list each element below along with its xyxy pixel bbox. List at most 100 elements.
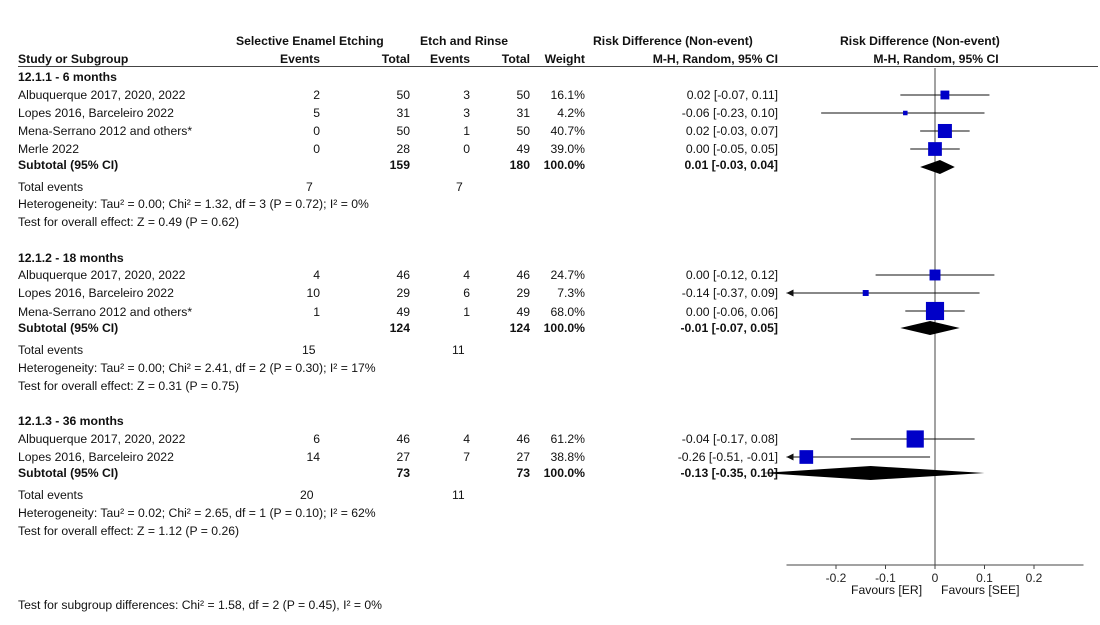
events2: 0 — [463, 142, 470, 156]
subtotal-diamond — [761, 466, 985, 480]
total2-header: Total — [501, 52, 530, 66]
study-marker — [906, 430, 924, 448]
plot-method-header: M-H, Random, 95% CI — [873, 52, 999, 66]
subtotal-diamond — [920, 160, 955, 174]
x-tick-label: -0.2 — [826, 571, 847, 585]
total-events-label: Total events — [18, 180, 84, 194]
subtotal-label: Subtotal (95% CI) — [18, 466, 119, 480]
total1: 28 — [396, 142, 410, 156]
total-events1: 15 — [302, 343, 316, 357]
events2: 4 — [463, 432, 470, 446]
study-name: Lopes 2016, Barceleiro 2022 — [18, 106, 174, 120]
total1-header: Total — [381, 52, 410, 66]
effect-ci: 0.02 [-0.03, 0.07] — [685, 124, 778, 138]
events2: 3 — [463, 106, 470, 120]
study-name: Albuquerque 2017, 2020, 2022 — [18, 268, 186, 282]
total1: 46 — [396, 268, 410, 282]
subtotal-weight: 100.0% — [543, 158, 585, 172]
subgroup-differences-text: Test for subgroup differences: Chi² = 1.… — [18, 598, 383, 612]
subtotal-label: Subtotal (95% CI) — [18, 321, 119, 335]
effect-ci: -0.04 [-0.17, 0.08] — [681, 432, 778, 446]
subgroup-title: 12.1.1 - 6 months — [18, 70, 117, 84]
favours-left-label: Favours [ER] — [851, 583, 923, 597]
study-name: Lopes 2016, Barceleiro 2022 — [18, 450, 174, 464]
total2: 29 — [516, 286, 530, 300]
subtotal-weight: 100.0% — [543, 321, 585, 335]
events2: 1 — [463, 124, 470, 138]
study-marker — [928, 142, 942, 156]
total2: 46 — [516, 268, 530, 282]
weight: 40.7% — [550, 124, 585, 138]
effect-ci: 0.02 [-0.07, 0.11] — [686, 88, 778, 102]
study-name: Albuquerque 2017, 2020, 2022 — [18, 88, 186, 102]
weight: 16.1% — [550, 88, 585, 102]
weight-header: Weight — [544, 52, 585, 66]
events2: 6 — [463, 286, 470, 300]
effect-ci: -0.06 [-0.23, 0.10] — [681, 106, 778, 120]
events1: 1 — [313, 305, 320, 319]
events2: 4 — [463, 268, 470, 282]
subtotal-total1: 124 — [389, 321, 410, 335]
total-events-label: Total events — [18, 488, 84, 502]
events1: 6 — [313, 432, 320, 446]
heterogeneity-text: Heterogeneity: Tau² = 0.00; Chi² = 1.32,… — [18, 197, 369, 211]
group2-header: Etch and Rinse — [420, 34, 509, 48]
subtotal-total2: 124 — [509, 321, 530, 335]
study-marker — [903, 110, 908, 116]
overall-effect-text: Test for overall effect: Z = 0.49 (P = 0… — [18, 215, 240, 229]
study-marker — [937, 123, 952, 139]
events2: 3 — [463, 88, 470, 102]
weight: 38.8% — [550, 450, 585, 464]
effect-ci: 0.00 [-0.12, 0.12] — [685, 268, 778, 282]
study-column-header: Study or Subgroup — [18, 52, 129, 66]
subtotal-ci: -0.13 [-0.35, 0.10] — [680, 466, 778, 480]
weight: 7.3% — [557, 286, 585, 300]
study-marker — [940, 90, 950, 100]
weight: 39.0% — [550, 142, 585, 156]
total1: 50 — [396, 88, 410, 102]
subtotal-total2: 73 — [516, 466, 530, 480]
events2-header: Events — [430, 52, 470, 66]
total-events2: 11 — [452, 488, 465, 502]
total2: 50 — [516, 124, 530, 138]
events2: 1 — [463, 305, 470, 319]
total-events-label: Total events — [18, 343, 84, 357]
effect-ci: -0.14 [-0.37, 0.09] — [681, 286, 778, 300]
total2: 49 — [516, 142, 530, 156]
effect-ci: -0.26 [-0.51, -0.01] — [677, 450, 778, 464]
effect-column-header: Risk Difference (Non-event) — [593, 34, 753, 48]
total-events1: 7 — [306, 180, 313, 194]
total1: 29 — [396, 286, 410, 300]
study-name: Lopes 2016, Barceleiro 2022 — [18, 286, 174, 300]
heterogeneity-text: Heterogeneity: Tau² = 0.02; Chi² = 2.65,… — [18, 506, 376, 520]
events1: 14 — [306, 450, 320, 464]
subtotal-total1: 73 — [396, 466, 410, 480]
weight: 68.0% — [550, 305, 585, 319]
x-tick-label: 0.1 — [976, 571, 993, 585]
events1: 5 — [313, 106, 320, 120]
study-name: Albuquerque 2017, 2020, 2022 — [18, 432, 186, 446]
subtotal-total2: 180 — [509, 158, 530, 172]
study-name: Merle 2022 — [18, 142, 79, 156]
overall-effect-text: Test for overall effect: Z = 0.31 (P = 0… — [18, 379, 240, 393]
total1: 50 — [396, 124, 410, 138]
study-marker — [929, 269, 941, 281]
total2: 49 — [516, 305, 530, 319]
total2: 27 — [516, 450, 530, 464]
heterogeneity-text: Heterogeneity: Tau² = 0.00; Chi² = 2.41,… — [18, 361, 376, 375]
events2: 7 — [463, 450, 470, 464]
events1: 2 — [313, 88, 320, 102]
effect-method-header: M-H, Random, 95% CI — [652, 52, 778, 66]
overall-effect-text: Test for overall effect: Z = 1.12 (P = 0… — [18, 524, 240, 538]
total1: 49 — [396, 305, 410, 319]
total1: 27 — [396, 450, 410, 464]
total2: 50 — [516, 88, 530, 102]
total-events1: 20 — [300, 488, 314, 502]
events1: 0 — [313, 124, 320, 138]
subtotal-ci: -0.01 [-0.07, 0.05] — [680, 321, 778, 335]
subgroup-title: 12.1.3 - 36 months — [18, 414, 124, 428]
header-divider — [18, 66, 1098, 67]
x-tick-label: 0 — [932, 571, 939, 585]
weight: 4.2% — [557, 106, 585, 120]
total1: 31 — [396, 106, 410, 120]
